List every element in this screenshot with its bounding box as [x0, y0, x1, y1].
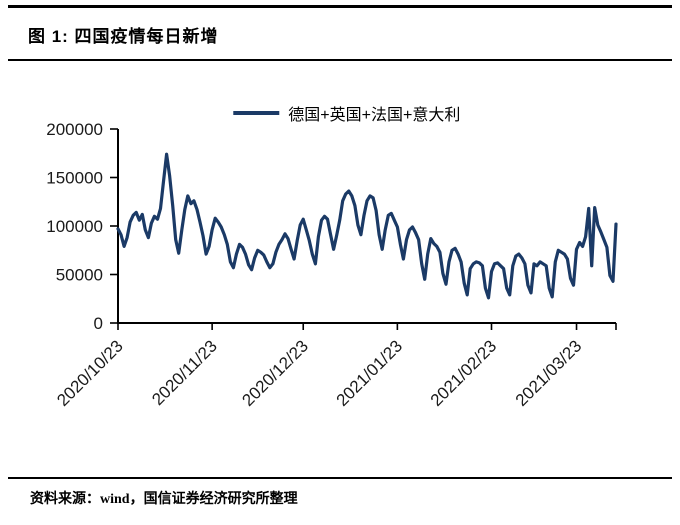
x-axis-tick-label: 2020/10/23 — [53, 336, 127, 410]
legend-line-swatch — [233, 111, 280, 115]
x-axis-tick-label: 2020/11/23 — [148, 336, 221, 409]
axes — [117, 129, 616, 324]
series-line — [116, 152, 618, 300]
chart-legend: 德国+英国+法国+意大利 — [233, 101, 460, 125]
y-axis-tick-label: 0 — [94, 314, 103, 333]
figure-title: 图 1: 四国疫情每日新增 — [28, 27, 219, 46]
x-axis-tick-label: 2021/03/23 — [512, 336, 586, 410]
chart-area: 0 50000 100000 150000 200000 2020/10/23 2020/1… — [0, 83, 680, 443]
source-note: 资料来源：wind，国信证券经济研究所整理 — [30, 492, 298, 507]
header-divider-line — [8, 59, 672, 61]
x-axis-tick-label: 2021/01/23 — [333, 336, 407, 410]
y-axis-tick-label: 50000 — [56, 266, 103, 285]
y-axis-tick-label: 100000 — [46, 217, 103, 236]
x-axis-tick-label: 2020/12/23 — [238, 336, 312, 410]
top-border-line — [8, 5, 672, 8]
figure-header: 图 1: 四国疫情每日新增 — [0, 8, 680, 59]
footer-divider-line — [8, 477, 672, 479]
legend-series-label: 德国+英国+法国+意大利 — [288, 107, 461, 124]
x-axis-tick-label: 2021/02/23 — [427, 336, 501, 410]
y-axis-tick-label: 150000 — [46, 169, 103, 188]
y-axis-tick-label: 200000 — [46, 120, 103, 139]
chart-svg: 0 50000 100000 150000 200000 2020/10/23 2020/1… — [46, 120, 618, 410]
